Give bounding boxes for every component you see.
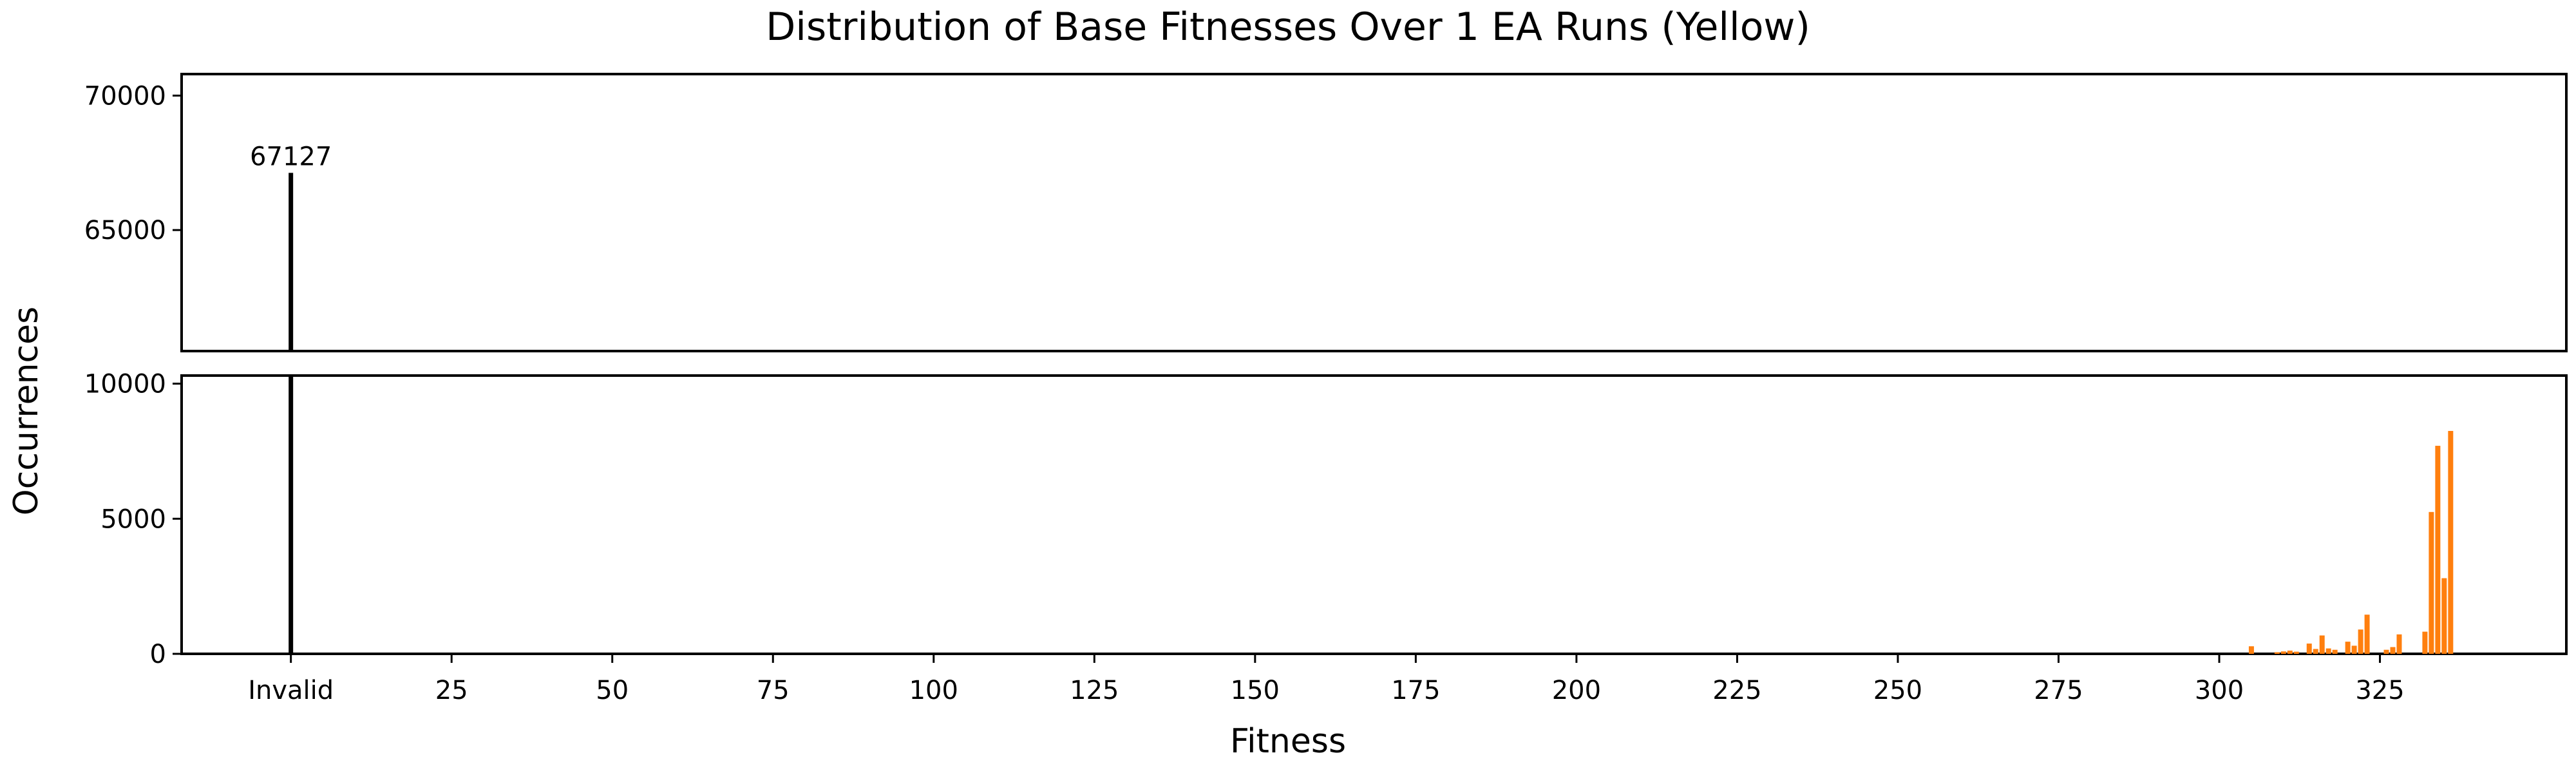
fitness-bar-318: [2332, 649, 2338, 654]
fitness-bar-309: [2274, 652, 2280, 654]
fitness-bar-317: [2325, 648, 2331, 654]
upper-y-tick-label: 65000: [84, 216, 166, 245]
fitness-bar-311: [2287, 650, 2293, 654]
lower-y-tick-label: 0: [150, 640, 166, 669]
x-axis-label: Fitness: [1230, 722, 1346, 761]
fitness-bar-315: [2313, 649, 2318, 654]
fitness-bar-333: [2429, 511, 2434, 654]
x-tick-label: 175: [1391, 676, 1440, 705]
y-axis-label: Occurrences: [7, 307, 46, 515]
upper-panel-frame: [180, 73, 2568, 352]
chart-title: Distribution of Base Fitnesses Over 1 EA…: [766, 5, 1810, 50]
fitness-bar-310: [2280, 651, 2286, 654]
x-tick-label: 25: [435, 676, 468, 705]
fitness-bar-305: [2248, 646, 2254, 654]
fitness-bar-336: [2448, 430, 2454, 654]
fitness-bar-334: [2435, 446, 2441, 654]
lower-y-tick-label: 5000: [100, 504, 166, 534]
x-tick-label: 150: [1231, 676, 1280, 705]
lower-panel-frame: [180, 374, 2568, 655]
fitness-bar-328: [2396, 634, 2402, 654]
fitness-bar-321: [2351, 645, 2357, 654]
x-tick-label: 225: [1712, 676, 1761, 705]
x-tick-label: 75: [757, 676, 790, 705]
fitness-bar-327: [2390, 647, 2396, 654]
upper-y-tick-label: 70000: [84, 81, 166, 111]
upper-axis-panel: 65000 70000 67127: [84, 73, 2568, 352]
fitness-bar-312: [2293, 651, 2299, 654]
fitness-bar-335: [2441, 578, 2447, 654]
fitness-bar-326: [2383, 649, 2389, 654]
lower-axis-panel: 0 5000 10000: [84, 370, 2568, 669]
x-tick-label: 50: [596, 676, 629, 705]
lower-y-tick-label: 10000: [84, 370, 166, 399]
fitness-bar-323: [2364, 615, 2370, 654]
x-tick-label: 125: [1070, 676, 1119, 705]
fitness-bar-332: [2422, 631, 2428, 654]
fitness-bar-322: [2358, 629, 2363, 654]
x-tick-label: Invalid: [248, 676, 334, 705]
fitness-bar-316: [2319, 635, 2325, 654]
x-tick-label: 300: [2195, 676, 2244, 705]
x-tick-label: 100: [909, 676, 958, 705]
fitness-bar-314: [2306, 644, 2312, 654]
x-tick-label: 275: [2034, 676, 2083, 705]
invalid-bar-value-label: 67127: [250, 142, 332, 171]
x-tick-label: 325: [2355, 676, 2404, 705]
x-axis: Invalid 25 50 75 100 125 150 175 200 225 250 275 300…: [248, 654, 2405, 705]
x-tick-label: 200: [1552, 676, 1601, 705]
x-tick-label: 250: [1873, 676, 1922, 705]
invalid-bar-upper: [289, 173, 294, 351]
invalid-bar-lower: [289, 376, 294, 654]
fitness-bar-320: [2345, 642, 2351, 654]
